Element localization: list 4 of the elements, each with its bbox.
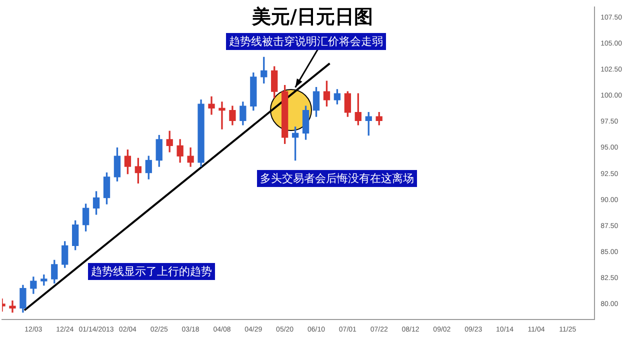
annotation: 多头交易者会后悔没有在这离场 <box>257 170 417 187</box>
annotation: 趋势线被击穿说明汇价将会走弱 <box>226 33 386 50</box>
annotation: 趋势线显示了上行的趋势 <box>88 263 215 280</box>
chart-title: 美元/日元日图 <box>252 6 373 28</box>
